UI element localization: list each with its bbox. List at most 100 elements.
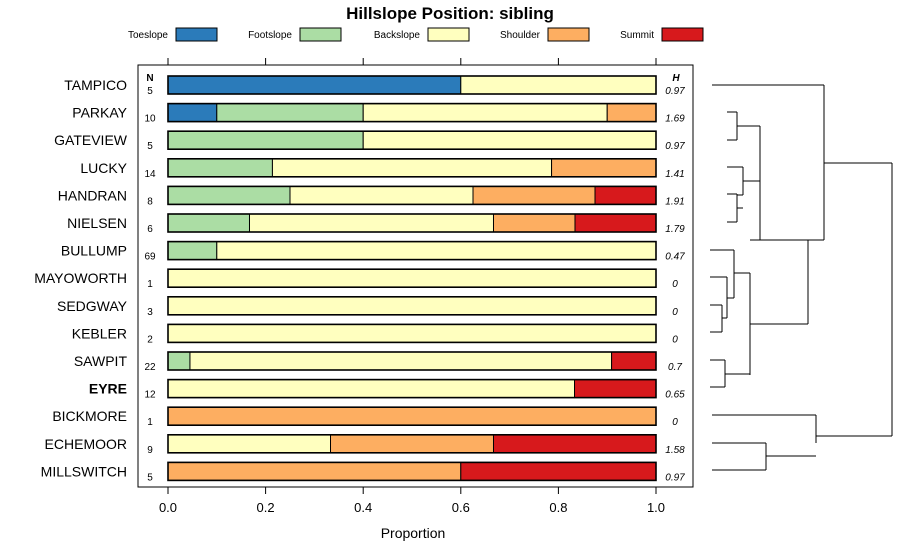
- row-label: BULLUMP: [61, 243, 127, 259]
- bar-segment-footslope: [167, 158, 273, 178]
- h-value: 0.97: [665, 141, 685, 152]
- bar-outline: [167, 213, 657, 233]
- row-parkay: PARKAY 10 1.69: [72, 102, 685, 125]
- x-tick-label: 0.4: [354, 500, 372, 515]
- n-value: 69: [144, 252, 156, 263]
- h-value: 1.79: [665, 224, 685, 235]
- h-value: 0: [672, 279, 678, 290]
- bar-outline: [167, 323, 657, 344]
- bar-outline: [167, 185, 657, 206]
- bar-segment-footslope: [167, 185, 291, 205]
- bar-outline: [167, 351, 657, 371]
- row-handran: HANDRAN 8 1.91: [58, 185, 685, 207]
- row-millswitch: MILLSWITCH 5 0.97: [41, 461, 685, 483]
- row-label: LUCKY: [80, 160, 127, 176]
- bar-segment-toeslope: [167, 75, 462, 95]
- h-value: 0: [672, 307, 678, 318]
- bar-segment-backslope: [362, 103, 608, 123]
- row-mayoworth: MAYOWORTH 1 0: [34, 268, 678, 290]
- row-sedgway: SEDGWAY 3 0: [57, 295, 678, 318]
- bar-outline: [167, 433, 657, 454]
- legend-swatch-toeslope: [175, 27, 218, 42]
- n-value: 22: [144, 362, 156, 373]
- bar-segment-footslope: [167, 213, 250, 233]
- row-kebler: KEBLER 2 0: [72, 323, 678, 345]
- h-value: 0.65: [665, 390, 685, 401]
- dendrogram: [710, 84, 893, 471]
- n-value: 9: [147, 445, 153, 456]
- bar-segment-shoulder: [606, 103, 657, 123]
- legend-swatch-summit: [661, 27, 704, 42]
- bar-segment-backslope: [271, 158, 553, 178]
- bar-outline: [167, 461, 657, 482]
- row-label: MAYOWORTH: [34, 270, 127, 286]
- bar-segment-summit: [594, 185, 657, 205]
- bar-segment-backslope: [167, 323, 657, 343]
- row-label: SAWPIT: [74, 353, 128, 369]
- row-bullump: BULLUMP 69 0.47: [61, 240, 685, 263]
- bar-segment-backslope: [289, 185, 474, 205]
- bar-outline: [167, 268, 657, 289]
- bar-segment-shoulder: [330, 434, 494, 454]
- bar-segment-backslope: [167, 268, 657, 288]
- legend-swatch-footslope: [299, 27, 342, 42]
- row-echemoor: ECHEMOOR 9 1.58: [45, 433, 685, 456]
- h-value: 1.69: [665, 114, 685, 125]
- x-axis: 0.0 0.2 0.4 0.6 0.8 1.0: [159, 58, 665, 515]
- row-label: EYRE: [89, 381, 127, 397]
- x-tick-label: 0.2: [257, 500, 275, 515]
- bar-segment-backslope: [167, 296, 657, 316]
- row-sawpit: SAWPIT 22 0.7: [74, 351, 682, 373]
- row-label: SEDGWAY: [57, 298, 128, 314]
- bar-segment-backslope: [362, 130, 657, 150]
- bar-segment-shoulder: [167, 461, 462, 481]
- bar-segment-backslope: [460, 75, 657, 95]
- h-column-header: H: [672, 73, 680, 84]
- row-label: NIELSEN: [67, 215, 127, 231]
- row-label: TAMPICO: [64, 77, 127, 93]
- bar-segment-backslope: [189, 351, 613, 371]
- n-value: 8: [147, 196, 153, 207]
- row-eyre: EYRE 12 0.65: [89, 378, 685, 401]
- bar-outline: [167, 102, 657, 123]
- bar-segment-footslope: [216, 103, 364, 123]
- row-label: KEBLER: [72, 325, 127, 341]
- row-label: ECHEMOOR: [45, 436, 127, 452]
- n-value: 5: [147, 472, 153, 483]
- row-label: BICKMORE: [52, 408, 127, 424]
- legend: Toeslope Footslope Backslope Shoulder Summit: [128, 27, 704, 42]
- bar-outline: [167, 75, 657, 95]
- bar-segment-shoulder: [551, 158, 657, 178]
- row-label: PARKAY: [72, 105, 127, 121]
- bar-segment-shoulder: [167, 406, 657, 426]
- bar-outline: [167, 158, 657, 178]
- h-value: 1.41: [665, 169, 684, 180]
- x-tick-label: 0.8: [549, 500, 567, 515]
- chart-title: Hillslope Position: sibling: [346, 4, 554, 23]
- n-value: 5: [147, 141, 153, 152]
- row-gateview: GATEVIEW 5 0.97: [54, 130, 685, 152]
- bar-segment-shoulder: [492, 213, 576, 233]
- bar-segment-footslope: [167, 130, 364, 150]
- n-value: 12: [144, 390, 156, 401]
- bar-outline: [167, 295, 657, 316]
- h-value: 1.58: [665, 445, 685, 456]
- bar-segment-summit: [460, 461, 657, 481]
- h-value: 0.7: [668, 362, 682, 373]
- bar-segment-toeslope: [167, 103, 218, 123]
- n-value: 10: [144, 114, 156, 125]
- bar-outline: [167, 130, 657, 150]
- row-label: MILLSWITCH: [41, 463, 127, 479]
- x-tick-label: 0.0: [159, 500, 177, 515]
- legend-label-backslope: Backslope: [374, 30, 421, 41]
- legend-swatch-backslope: [427, 27, 470, 42]
- bar-segment-footslope: [167, 351, 191, 371]
- bar-segment-summit: [611, 351, 657, 371]
- legend-swatch-shoulder: [547, 27, 590, 42]
- bar-segment-backslope: [167, 379, 576, 399]
- row-nielsen: NIELSEN 6 1.79: [67, 213, 685, 235]
- row-label: GATEVIEW: [54, 132, 128, 148]
- bar-segment-backslope: [248, 213, 494, 233]
- legend-label-toeslope: Toeslope: [128, 30, 168, 41]
